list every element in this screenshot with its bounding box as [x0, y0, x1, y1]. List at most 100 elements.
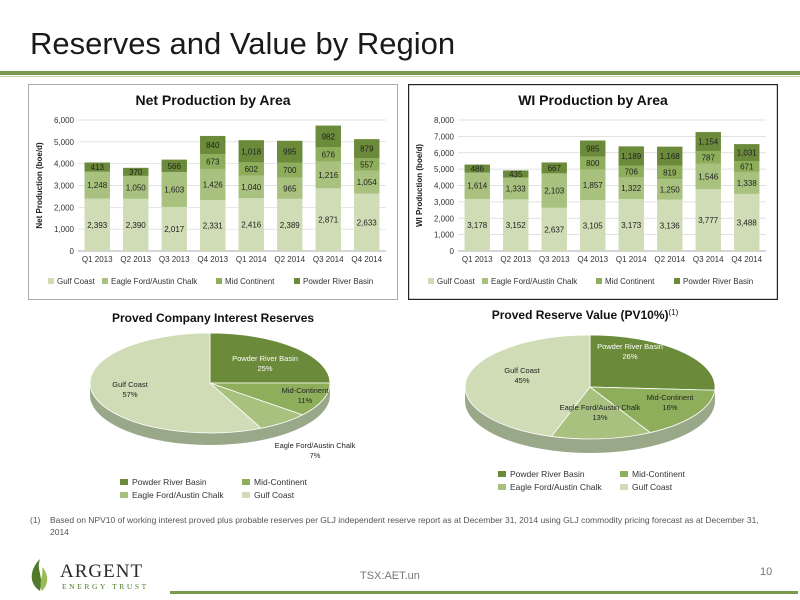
legend-label: Powder River Basin: [510, 469, 585, 479]
legend-swatch: [498, 471, 506, 477]
legend-label: Powder River Basin: [303, 277, 373, 286]
data-label: 1,546: [698, 172, 719, 181]
bar-segment: [618, 177, 644, 200]
bar-segment: [277, 177, 303, 199]
bar-segment: [354, 193, 380, 251]
bar-segment: [695, 150, 721, 164]
bar-segment: [161, 206, 187, 251]
x-tick-label: Q4 2014: [351, 255, 382, 264]
data-label: 2,331: [203, 222, 224, 231]
legend-label: Mid Continent: [225, 277, 275, 286]
legend-swatch: [294, 278, 300, 284]
legend-label: Powder River Basin: [132, 477, 207, 487]
legend-label: Eagle Ford/Austin Chalk: [132, 490, 224, 500]
data-label: 435: [509, 170, 523, 179]
bar-segment: [464, 198, 490, 251]
y-tick-label: 6,000: [54, 116, 75, 125]
x-tick-label: Q1 2013: [462, 255, 493, 264]
logo-flame-inner-icon: [40, 567, 48, 591]
data-label: 700: [283, 166, 297, 175]
pie-label-pct: 57%: [122, 390, 137, 399]
proved-reserves-pie: Proved Company Interest Reserves Powder …: [89, 311, 356, 500]
data-label: 840: [206, 141, 220, 150]
legend: Powder River Basin Mid-Continent Eagle For…: [120, 477, 308, 500]
y-tick-label: 5,000: [54, 138, 75, 147]
data-label: 1,168: [660, 152, 681, 161]
y-tick-label: 5,000: [434, 165, 455, 174]
legend-label: Eagle Ford/Austin Chalk: [491, 277, 578, 286]
bar-segment: [503, 199, 529, 251]
x-tick-label: Q2 2013: [120, 255, 151, 264]
net-production-chart: Net Production by Area 0 1,000 2,000 3,000 4…: [28, 84, 398, 300]
y-tick-label: 0: [70, 247, 75, 256]
page-number: 10: [760, 566, 773, 578]
legend: Powder River Basin Mid-Continent Eagle For…: [498, 469, 686, 492]
bar-segment: [464, 164, 490, 173]
pie-label-name: Mid-Continent: [282, 386, 330, 395]
y-tick-label: 4,000: [434, 182, 455, 191]
chart-title-sup: (1): [668, 308, 678, 317]
x-tick-label: Q1 2014: [616, 255, 647, 264]
logo-name: ARGENT: [60, 561, 143, 582]
bar-segment: [734, 144, 760, 161]
data-label: 1,250: [660, 185, 681, 194]
pie-label-pct: 13%: [592, 413, 607, 422]
legend-swatch: [498, 484, 506, 490]
pie-slice: [550, 386, 652, 440]
data-label: 995: [283, 148, 297, 157]
bar-segment: [503, 177, 529, 200]
logo-sub: ENERGY TRUST: [62, 582, 149, 591]
data-label: 671: [740, 162, 754, 171]
bar-segment: [541, 207, 567, 251]
x-tick-label: Q1 2014: [236, 255, 267, 264]
pie-slice: [588, 386, 716, 433]
bar-segment: [277, 162, 303, 178]
data-label: 1,857: [583, 181, 604, 190]
pie-label-name: Gulf Coast: [112, 380, 148, 389]
y-tick-label: 1,000: [54, 225, 75, 234]
data-label: 3,173: [621, 221, 642, 230]
bar-segment: [695, 132, 721, 151]
bar-segment: [580, 140, 606, 157]
bar-segment: [734, 171, 760, 194]
bar-segment: [657, 146, 683, 166]
data-label: 1,603: [164, 185, 185, 194]
bar-segment: [464, 172, 490, 199]
data-label: 965: [283, 184, 297, 193]
footer-rule: [170, 591, 798, 594]
data-label: 1,040: [241, 183, 262, 192]
legend-swatch: [242, 492, 250, 498]
x-tick-label: Q3 2013: [159, 255, 190, 264]
x-tick-label: Q4 2014: [731, 255, 762, 264]
legend-swatch: [216, 278, 222, 284]
bar-segment: [238, 198, 264, 251]
bar-segment: [695, 189, 721, 251]
legend-label: Gulf Coast: [57, 277, 96, 286]
legend-label: Eagle Ford/Austin Chalk: [111, 277, 198, 286]
data-label: 787: [702, 153, 716, 162]
data-label: 1,050: [126, 183, 147, 192]
bar-segment: [657, 165, 683, 180]
bar-segment: [84, 162, 110, 172]
legend-label: Gulf Coast: [632, 482, 673, 492]
ticker-symbol: TSX:AET.un: [360, 570, 420, 582]
data-label: 1,216: [318, 171, 339, 180]
bar-segment: [200, 168, 226, 201]
data-label: 3,136: [660, 221, 681, 230]
data-label: 1,054: [357, 178, 378, 187]
y-axis-label: WI Production (boe/d): [415, 144, 424, 227]
y-tick-label: 2,000: [434, 214, 455, 223]
pie-label-pct: 26%: [622, 352, 637, 361]
bar-segment: [200, 135, 226, 155]
pie-label-name: Mid-Continent: [647, 393, 695, 402]
data-label: 2,416: [241, 221, 262, 230]
data-label: 879: [360, 145, 374, 154]
pie-label-pct: 25%: [257, 364, 272, 373]
x-tick-label: Q4 2013: [197, 255, 228, 264]
chart-title: Proved Company Interest Reserves: [112, 311, 314, 325]
bar-segment: [618, 146, 644, 166]
legend-label: Powder River Basin: [683, 277, 753, 286]
logo-flame-icon: [31, 559, 42, 591]
title-rule-thin: [0, 76, 800, 77]
